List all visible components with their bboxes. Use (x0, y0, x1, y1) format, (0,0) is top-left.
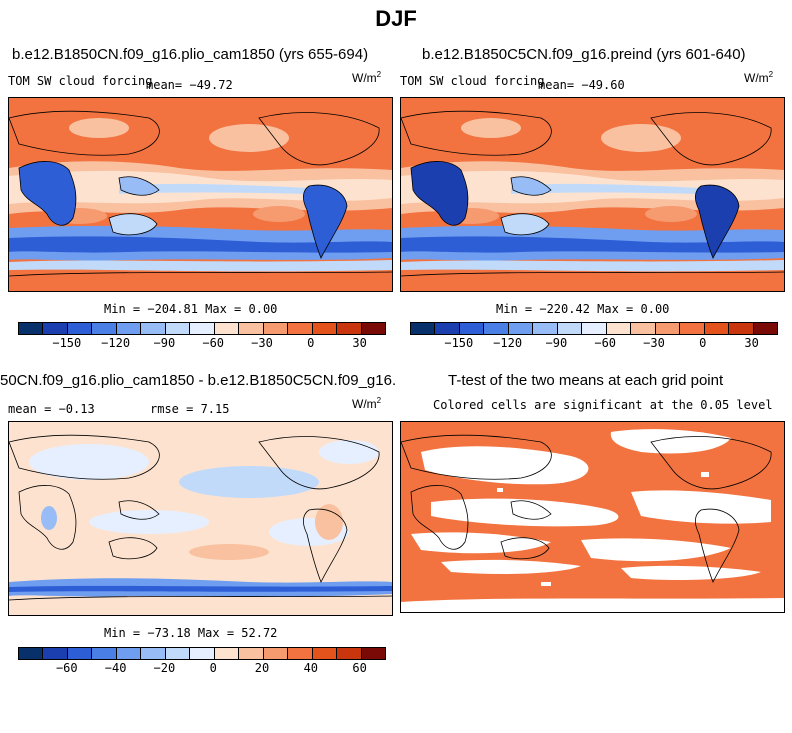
colorbar-swatch (753, 323, 778, 334)
colorbar-swatch (43, 648, 68, 659)
colorbar-swatch (239, 648, 264, 659)
panel-2-map-svg (401, 98, 784, 291)
colorbar-swatch (557, 323, 583, 334)
colorbar-swatch (190, 323, 215, 334)
colorbar-1 (18, 322, 386, 335)
colorbar-swatch (582, 323, 607, 334)
colorbar-tick-label: −90 (153, 336, 176, 350)
panel-3-map (8, 421, 393, 616)
colorbar-tick-label: 0 (699, 336, 707, 350)
colorbar-tick-label: 40 (303, 661, 319, 675)
panel-4-title: T-test of the two means at each grid poi… (448, 372, 724, 389)
colorbar-swatch (263, 323, 289, 334)
colorbar-tick-label: 30 (744, 336, 759, 350)
colorbar-swatch (411, 323, 436, 334)
panel-1-stats: Min = −204.81 Max = 0.00 (104, 302, 278, 316)
panel-1-map-svg (9, 98, 392, 291)
colorbar-swatch (312, 648, 338, 659)
colorbar-swatch (19, 323, 44, 334)
panel-1-units: W/m2 (352, 70, 382, 85)
colorbar-tick-label: −150 (444, 336, 474, 350)
panel-2-mean: mean= −49.60 (538, 78, 625, 92)
colorbar-swatch (263, 648, 289, 659)
colorbar-3 (18, 647, 386, 660)
colorbar-tick-label: −60 (55, 661, 78, 675)
colorbar-tick-label: −150 (52, 336, 82, 350)
colorbar-swatch (631, 323, 656, 334)
colorbar-swatch (19, 648, 44, 659)
colorbar-swatch (508, 323, 534, 334)
colorbar-tick-label: −90 (545, 336, 568, 350)
colorbar-swatch (141, 648, 166, 659)
colorbar-swatch (680, 323, 705, 334)
colorbar-swatch (116, 648, 142, 659)
panel-2-title: b.e12.B1850C5CN.f09_g16.preind (yrs 601-… (422, 46, 746, 63)
colorbar-swatch (435, 323, 460, 334)
colorbar-tick-label: 0 (307, 336, 315, 350)
colorbar-swatch (288, 323, 313, 334)
colorbar-tick-label: −120 (493, 336, 523, 350)
colorbar-swatch (214, 648, 240, 659)
colorbar-swatch (214, 323, 240, 334)
colorbar-tick-label: −120 (101, 336, 131, 350)
colorbar-tick-label: −30 (251, 336, 273, 350)
colorbar-swatch (190, 648, 215, 659)
colorbar-tick-label: 0 (209, 661, 217, 675)
panel-4-map-svg (401, 422, 784, 612)
panel-3-title: 50CN.f09_g16.plio_cam1850 - b.e12.B1850C… (0, 372, 396, 389)
colorbar-swatch (92, 648, 117, 659)
colorbar-tick-label: −60 (202, 336, 225, 350)
colorbar-swatch (729, 323, 754, 334)
colorbar-2 (410, 322, 778, 335)
panel-4-map (400, 421, 785, 613)
colorbar-swatch (92, 323, 117, 334)
colorbar-swatch (704, 323, 730, 334)
colorbar-swatch (43, 323, 68, 334)
colorbar-tick-label: −20 (153, 661, 176, 675)
colorbar-swatch (361, 323, 386, 334)
panel-1-variable: TOM SW cloud forcing (8, 74, 153, 88)
panel-2-variable: TOM SW cloud forcing (400, 74, 545, 88)
panel-1-mean: mean= −49.72 (146, 78, 233, 92)
figure-title: DJF (375, 6, 417, 31)
panel-1-map (8, 97, 393, 292)
colorbar-tick-label: 30 (352, 336, 367, 350)
colorbar-swatch (165, 648, 191, 659)
colorbar-tick-label: −30 (643, 336, 665, 350)
colorbar-swatch (67, 648, 93, 659)
colorbar-swatch (533, 323, 558, 334)
colorbar-swatch (361, 648, 386, 659)
colorbar-tick-label: −60 (594, 336, 617, 350)
colorbar-swatch (655, 323, 681, 334)
colorbar-swatch (239, 323, 264, 334)
panel-2-units: W/m2 (744, 70, 774, 85)
colorbar-tick-label: −40 (104, 661, 127, 675)
colorbar-swatch (141, 323, 166, 334)
colorbar-swatch (337, 648, 362, 659)
panel-3-rmse: rmse = 7.15 (150, 402, 230, 416)
colorbar-swatch (484, 323, 509, 334)
panel-3-map-svg (9, 422, 392, 615)
panel-3-stats: Min = −73.18 Max = 52.72 (104, 626, 278, 640)
colorbar-swatch (312, 323, 338, 334)
colorbar-tick-label: 60 (352, 661, 367, 675)
panel-3-units: W/m2 (352, 396, 382, 411)
colorbar-swatch (116, 323, 142, 334)
panel-2-stats: Min = −220.42 Max = 0.00 (496, 302, 670, 316)
colorbar-swatch (459, 323, 485, 334)
colorbar-swatch (288, 648, 313, 659)
panel-3-mean: mean = −0.13 (8, 402, 95, 416)
panel-4-subtitle: Colored cells are significant at the 0.0… (433, 398, 773, 412)
colorbar-swatch (606, 323, 632, 334)
colorbar-swatch (337, 323, 362, 334)
panel-2-map (400, 97, 785, 292)
colorbar-swatch (67, 323, 93, 334)
colorbar-swatch (165, 323, 191, 334)
panel-1-title: b.e12.B1850CN.f09_g16.plio_cam1850 (yrs … (12, 46, 369, 63)
colorbar-tick-label: 20 (254, 661, 270, 675)
